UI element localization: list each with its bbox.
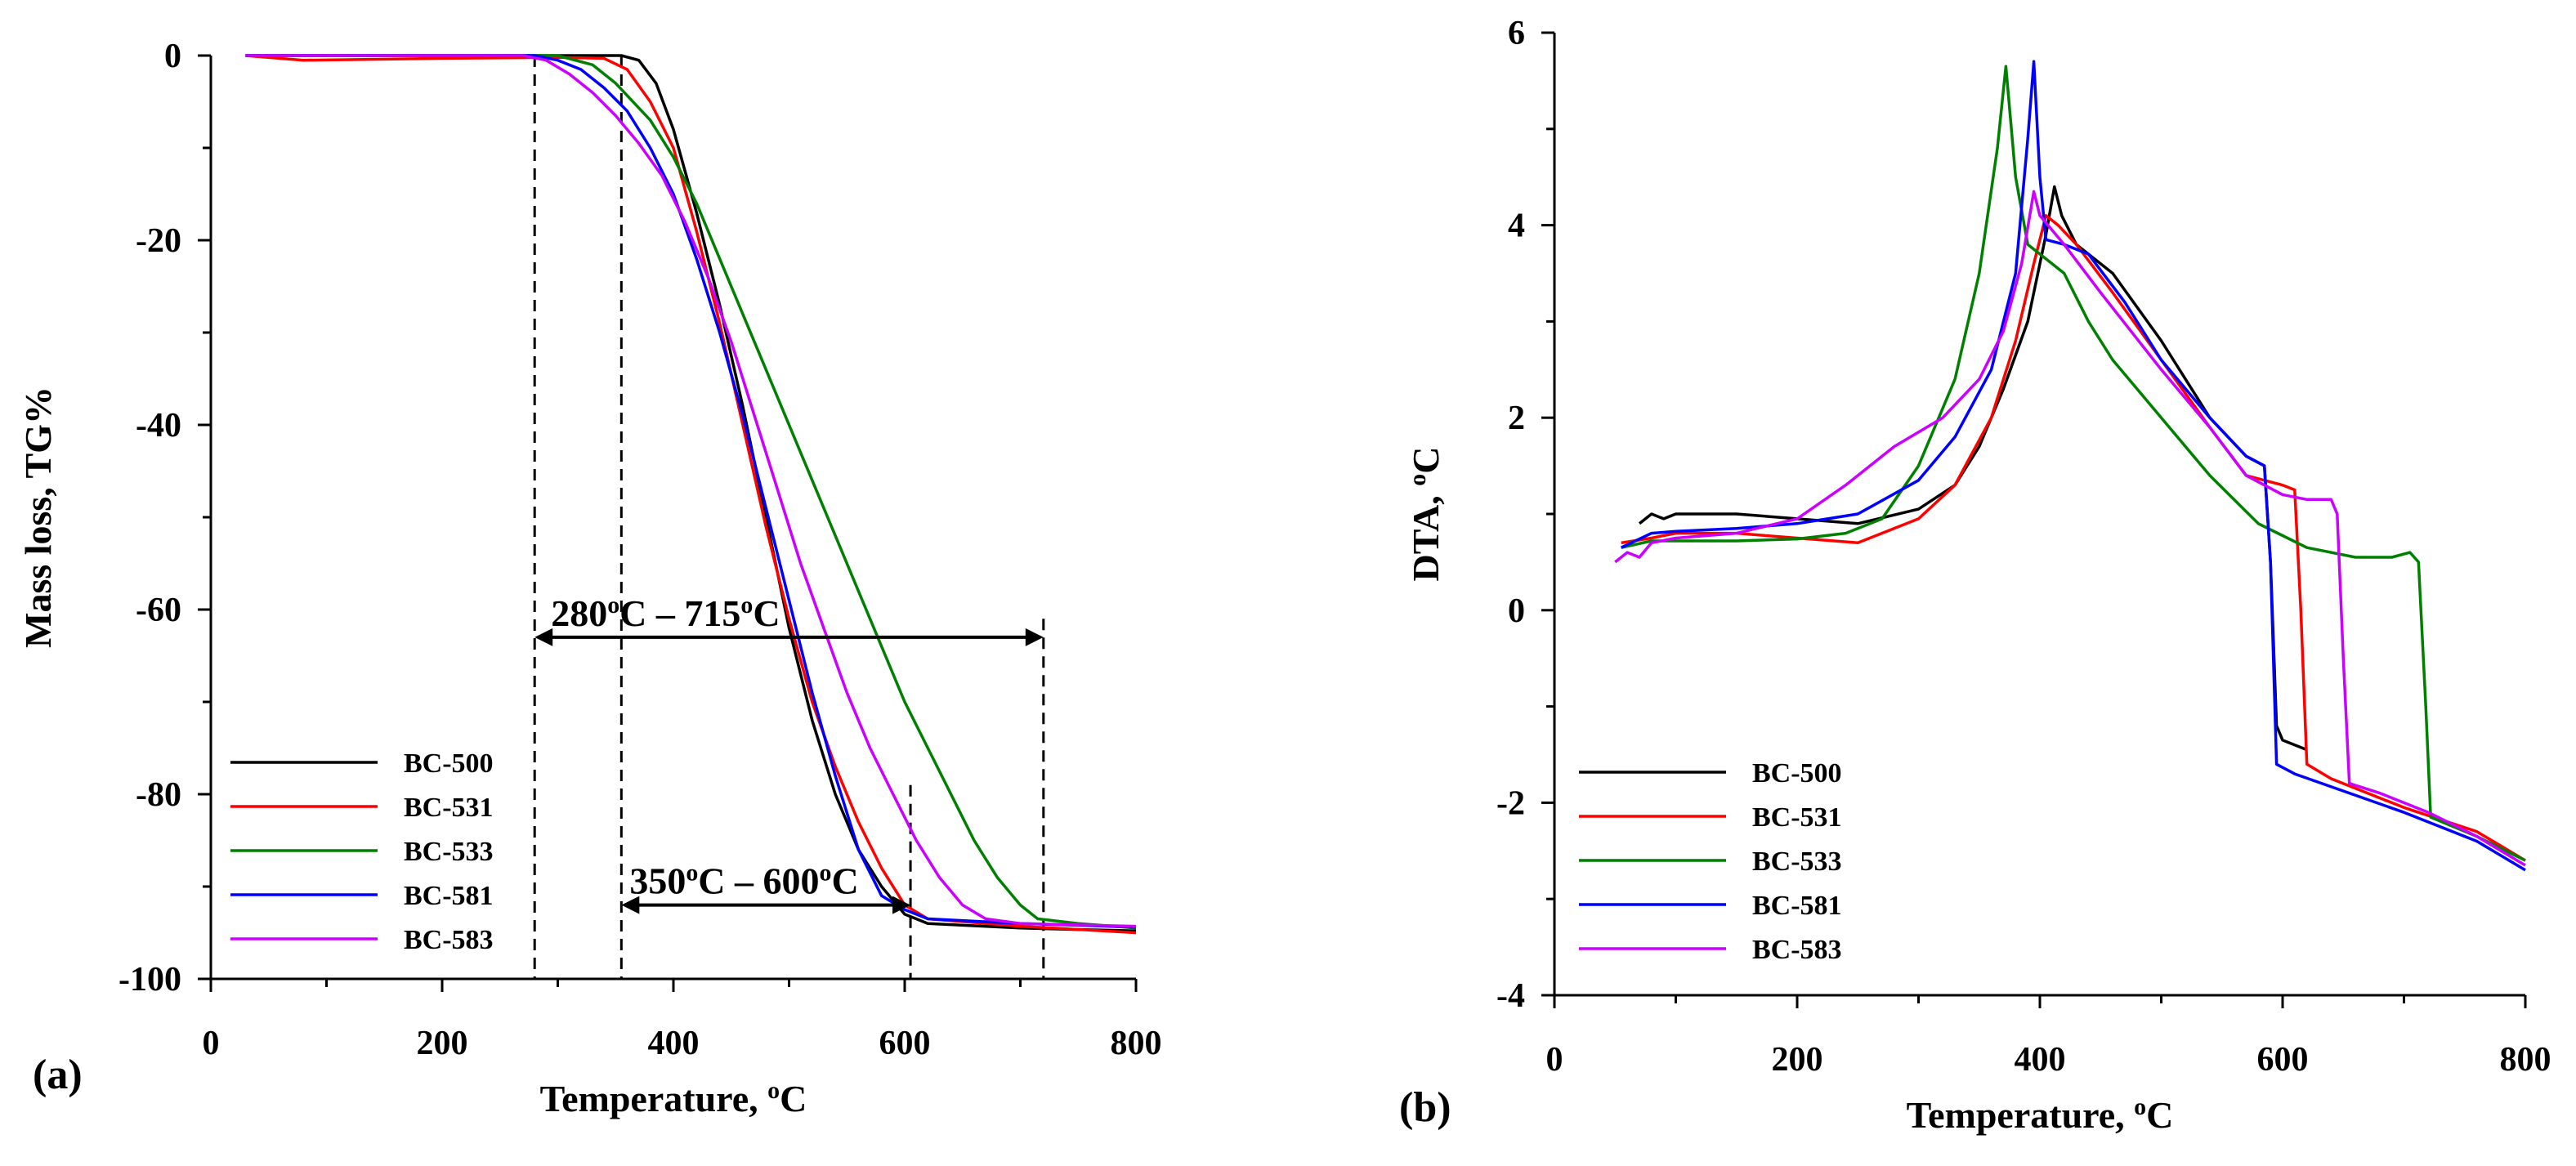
arrow-head-right — [1025, 628, 1044, 646]
range-annotation: 350oC – 600oC — [629, 859, 858, 902]
legend-label: BC-583 — [1752, 935, 1842, 965]
y-tick-label: 0 — [164, 38, 181, 75]
legend-label: BC-533 — [1752, 847, 1842, 877]
arrow-head-right — [892, 896, 911, 914]
y-tick-label: 6 — [1508, 15, 1525, 52]
x-tick-label: 600 — [879, 1025, 931, 1062]
series-line-bc-581 — [245, 54, 1137, 929]
y-axis-title: DTA, oC — [1404, 447, 1447, 582]
y-tick-label: -20 — [136, 222, 181, 260]
y-axis-title: Mass loss, TG% — [17, 386, 59, 648]
legend-label: BC-500 — [404, 748, 494, 779]
series-line-bc-583 — [1614, 190, 2526, 867]
y-tick-label: -4 — [1496, 977, 1525, 1015]
y-tick-label: 0 — [1508, 592, 1525, 630]
x-tick-label: 600 — [2257, 1041, 2309, 1079]
panel-label: (b) — [1399, 1084, 1451, 1131]
y-tick-label: -100 — [119, 961, 181, 998]
y-tick-label: 2 — [1508, 400, 1525, 437]
x-tick-label: 0 — [203, 1025, 220, 1062]
legend-label: BC-531 — [404, 793, 494, 823]
series-line-bc-581 — [1620, 60, 2526, 872]
series-line-bc-533 — [245, 54, 1137, 930]
series-line-bc-583 — [245, 54, 1137, 928]
legend-label: BC-500 — [1752, 758, 1842, 789]
x-tick-label: 200 — [417, 1025, 468, 1062]
x-tick-label: 200 — [1772, 1041, 1823, 1079]
y-tick-label: -80 — [136, 776, 181, 814]
series-line-bc-500 — [1638, 185, 2308, 752]
y-tick-label: -40 — [136, 407, 181, 445]
legend-label: BC-533 — [404, 837, 494, 867]
x-axis-title: Temperature, oC — [1907, 1093, 2174, 1137]
legend-label: BC-581 — [404, 881, 494, 911]
x-tick-label: 800 — [1111, 1025, 1162, 1062]
x-axis-title: Temperature, oC — [540, 1077, 807, 1120]
chart-a: 0 200 400 600 800 -100 -80 -60 -40 -20 0 Temperatur… — [17, 38, 1162, 1119]
panel-label: (a) — [33, 1052, 83, 1098]
x-tick-label: 400 — [648, 1025, 700, 1062]
arrow-head-left — [534, 628, 553, 646]
arrow-head-left — [621, 896, 640, 914]
x-tick-label: 800 — [2500, 1041, 2551, 1079]
y-tick-label: 4 — [1508, 208, 1525, 245]
chart-b: 0 200 400 600 800 -4 -2 0 2 4 6 Temperature, oC DTA,… — [1399, 15, 2551, 1136]
legend-label: BC-581 — [1752, 891, 1842, 921]
y-tick-label: -2 — [1496, 784, 1525, 822]
range-annotation: 280oC – 715oC — [551, 591, 780, 634]
y-tick-label: -60 — [136, 592, 181, 629]
legend-label: BC-583 — [404, 925, 494, 955]
x-tick-label: 0 — [1546, 1041, 1563, 1079]
x-tick-label: 400 — [2015, 1041, 2066, 1079]
series-line-bc-531 — [245, 54, 1137, 935]
series-line-bc-500 — [245, 54, 1137, 932]
legend-label: BC-531 — [1752, 802, 1842, 833]
series-line-bc-533 — [1621, 65, 2526, 862]
